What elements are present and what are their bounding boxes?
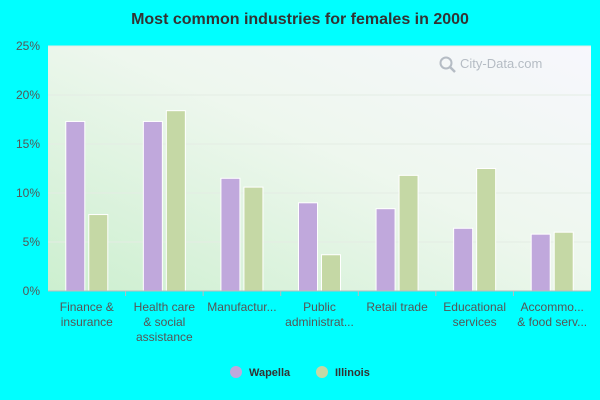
category-label: Health care & social assistance <box>134 300 196 344</box>
bar-wapella[interactable] <box>530 233 551 292</box>
y-tick-label: 25% <box>16 39 40 53</box>
category-label: Retail trade <box>366 300 428 314</box>
y-tick-label: 20% <box>16 88 40 102</box>
bar-illinois[interactable] <box>165 110 186 292</box>
search-icon <box>439 56 456 73</box>
plot-area <box>48 46 591 291</box>
y-tick-label: 15% <box>16 137 40 151</box>
bar-illinois[interactable] <box>476 168 497 292</box>
category-label: Accommo... & food serv... <box>517 300 587 329</box>
y-tick-label: 5% <box>23 235 41 249</box>
legend-label-wapella: Wapella <box>249 367 291 379</box>
legend-swatch-illinois <box>316 366 328 378</box>
legend-swatch-wapella <box>230 366 242 378</box>
bar-illinois[interactable] <box>88 214 109 292</box>
y-tick-label: 10% <box>16 186 40 200</box>
x-axis-ticks <box>125 291 514 296</box>
grid-lines <box>48 45 591 243</box>
chart-title: Most common industries for females in 20… <box>131 11 469 28</box>
watermark-text: City-Data.com <box>460 56 542 71</box>
bar-wapella[interactable] <box>142 120 163 292</box>
bar-wapella[interactable] <box>220 177 241 292</box>
category-label: Manufactur... <box>207 300 276 314</box>
y-axis-ticks: 0% 5% 10% 15% 20% 25% <box>16 39 40 298</box>
legend-label-illinois: Illinois <box>335 367 370 379</box>
category-labels: Finance & insurance Health care & social ass… <box>60 300 587 344</box>
bar-illinois[interactable] <box>398 174 419 292</box>
bar-wapella[interactable] <box>65 120 86 292</box>
category-label: Educational services <box>443 300 506 329</box>
category-label: Finance & insurance <box>60 300 114 329</box>
bar-illinois[interactable] <box>243 186 264 292</box>
bars <box>65 110 574 292</box>
bar-illinois[interactable] <box>321 254 341 292</box>
bar-illinois[interactable] <box>553 231 574 292</box>
bar-wapella[interactable] <box>453 227 474 292</box>
legend: Wapella Illinois <box>230 366 370 379</box>
bar-wapella[interactable] <box>375 208 396 292</box>
category-label: Public administrat... <box>285 300 354 329</box>
y-tick-label: 0% <box>23 284 41 298</box>
watermark: City-Data.com <box>439 56 542 73</box>
bar-wapella[interactable] <box>298 202 318 292</box>
